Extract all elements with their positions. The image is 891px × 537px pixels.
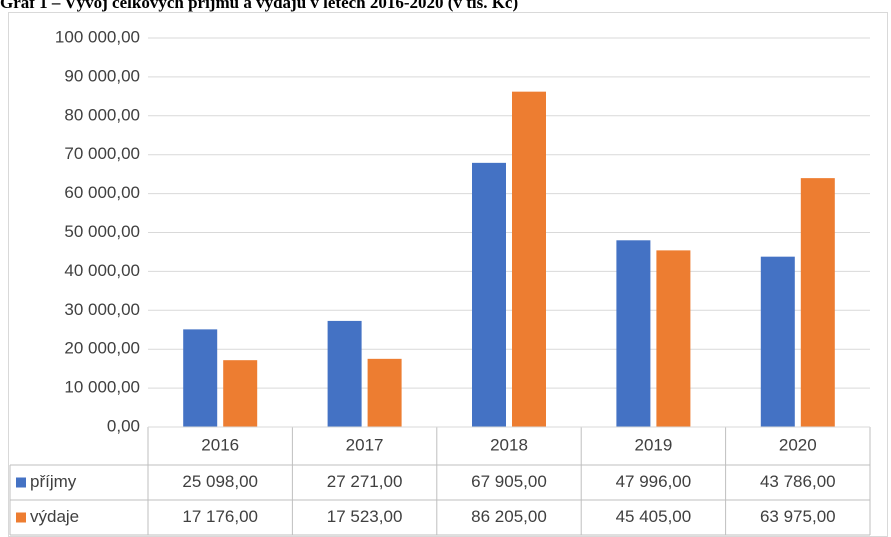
y-tick-label: 70 000,00 — [64, 144, 140, 163]
table-value: 67 905,00 — [471, 472, 547, 491]
table-value: 17 176,00 — [182, 507, 258, 526]
legend-key — [16, 512, 26, 523]
bar — [512, 91, 546, 428]
y-tick-label: 60 000,00 — [64, 183, 140, 202]
legend-label: příjmy — [30, 472, 77, 491]
chart-title: Graf 1 – Vývoj celkových příjmů a výdajů… — [0, 0, 518, 12]
table-value: 45 405,00 — [616, 507, 692, 526]
y-tick-label: 40 000,00 — [64, 261, 140, 280]
y-tick-label: 80 000,00 — [64, 105, 140, 124]
x-tick-label: 2020 — [779, 435, 817, 454]
bar — [223, 360, 258, 427]
legend-key — [16, 477, 26, 488]
bar — [183, 329, 218, 427]
y-tick-label: 0,00 — [107, 416, 140, 435]
bar — [327, 320, 362, 427]
y-tick-label: 20 000,00 — [64, 339, 140, 358]
y-tick-label: 10 000,00 — [64, 378, 140, 397]
table-value: 86 205,00 — [471, 507, 547, 526]
x-tick-label: 2018 — [490, 435, 528, 454]
table-value: 27 271,00 — [327, 472, 403, 491]
table-value: 17 523,00 — [327, 507, 403, 526]
x-tick-label: 2019 — [634, 435, 672, 454]
y-tick-label: 50 000,00 — [64, 222, 140, 241]
x-tick-label: 2017 — [346, 435, 384, 454]
y-tick-label: 100 000,00 — [55, 27, 140, 46]
y-tick-label: 30 000,00 — [64, 300, 140, 319]
table-value: 25 098,00 — [182, 472, 258, 491]
x-tick-label: 2016 — [201, 435, 239, 454]
bar — [656, 250, 691, 427]
bar — [800, 178, 835, 427]
table-value: 47 996,00 — [616, 472, 692, 491]
chart-border — [8, 12, 888, 537]
bar — [367, 358, 402, 427]
y-tick-label: 90 000,00 — [64, 66, 140, 85]
bar — [472, 162, 506, 427]
bar — [616, 240, 651, 427]
table-value: 43 786,00 — [760, 472, 836, 491]
legend-label: výdaje — [30, 507, 79, 526]
table-value: 63 975,00 — [760, 507, 836, 526]
bar — [760, 256, 795, 427]
